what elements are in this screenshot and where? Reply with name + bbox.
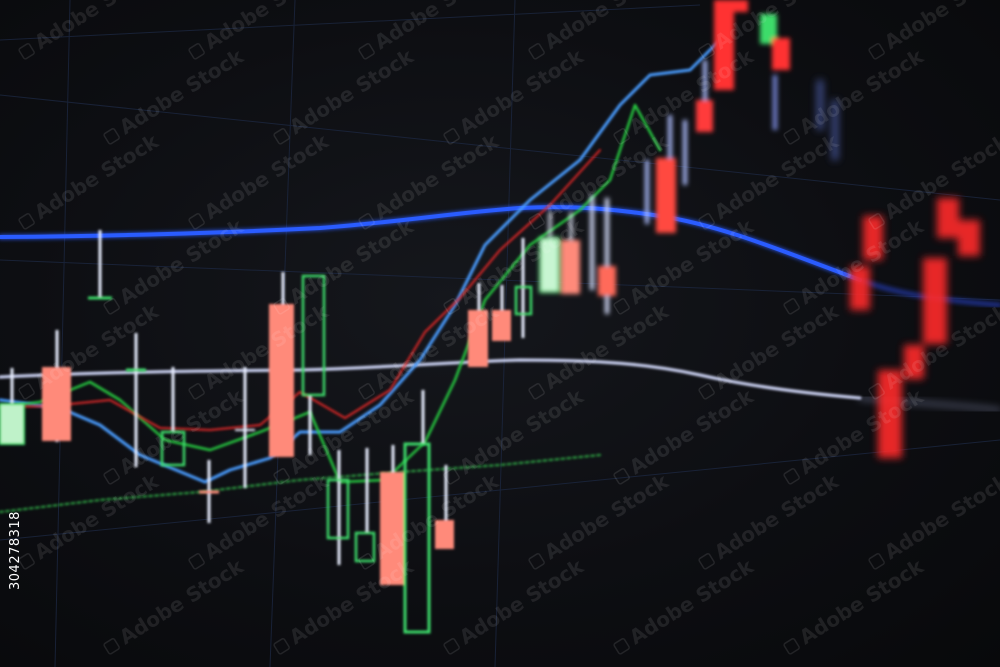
ma-line-red — [0, 149, 601, 431]
candle-bull — [326, 478, 350, 540]
ma-line-white-far — [858, 396, 1000, 412]
candle-bull — [403, 442, 431, 634]
candle-bear — [714, 0, 734, 90]
candle-bear — [435, 520, 454, 549]
candle-bear — [772, 38, 790, 70]
stock-id-label: 304278318 — [8, 511, 23, 590]
candle-bear — [904, 345, 924, 379]
candle-bear — [937, 198, 959, 238]
candle-bear — [380, 472, 404, 585]
candle-bear — [958, 220, 980, 256]
candle-bull — [160, 430, 186, 467]
ma-line-light-blue — [0, 38, 722, 484]
candle-bear — [269, 304, 294, 457]
ma-line-white — [0, 358, 862, 400]
ma-line-green-dotted — [0, 454, 601, 513]
candle-bull — [539, 237, 560, 293]
candle-bull — [301, 274, 326, 397]
candle-bear — [850, 266, 870, 310]
candlesticks-mid — [539, 0, 790, 314]
candle-bear — [468, 310, 488, 367]
candle-bear — [492, 310, 511, 341]
candle-bear — [863, 216, 883, 260]
candle-bear — [696, 100, 713, 132]
candle-bear — [598, 266, 616, 296]
candle-bear — [878, 370, 902, 458]
candle-bear — [656, 158, 676, 233]
candle-bull — [0, 403, 25, 445]
ma-line-green — [0, 103, 662, 484]
candlesticks-far — [817, 80, 980, 458]
ma-line-bright-blue-far — [858, 278, 1000, 307]
candlesticks-focused — [0, 230, 533, 634]
moving-average-lines — [0, 38, 1000, 513]
candle-bear — [923, 258, 947, 344]
ma-line-bright-blue — [0, 205, 862, 282]
candle-bull — [514, 285, 533, 316]
candle-bull — [354, 531, 376, 563]
candle-bear — [42, 367, 71, 441]
candle-bear — [561, 240, 580, 294]
candle-bear — [734, 0, 748, 12]
candle-bull — [760, 14, 777, 44]
